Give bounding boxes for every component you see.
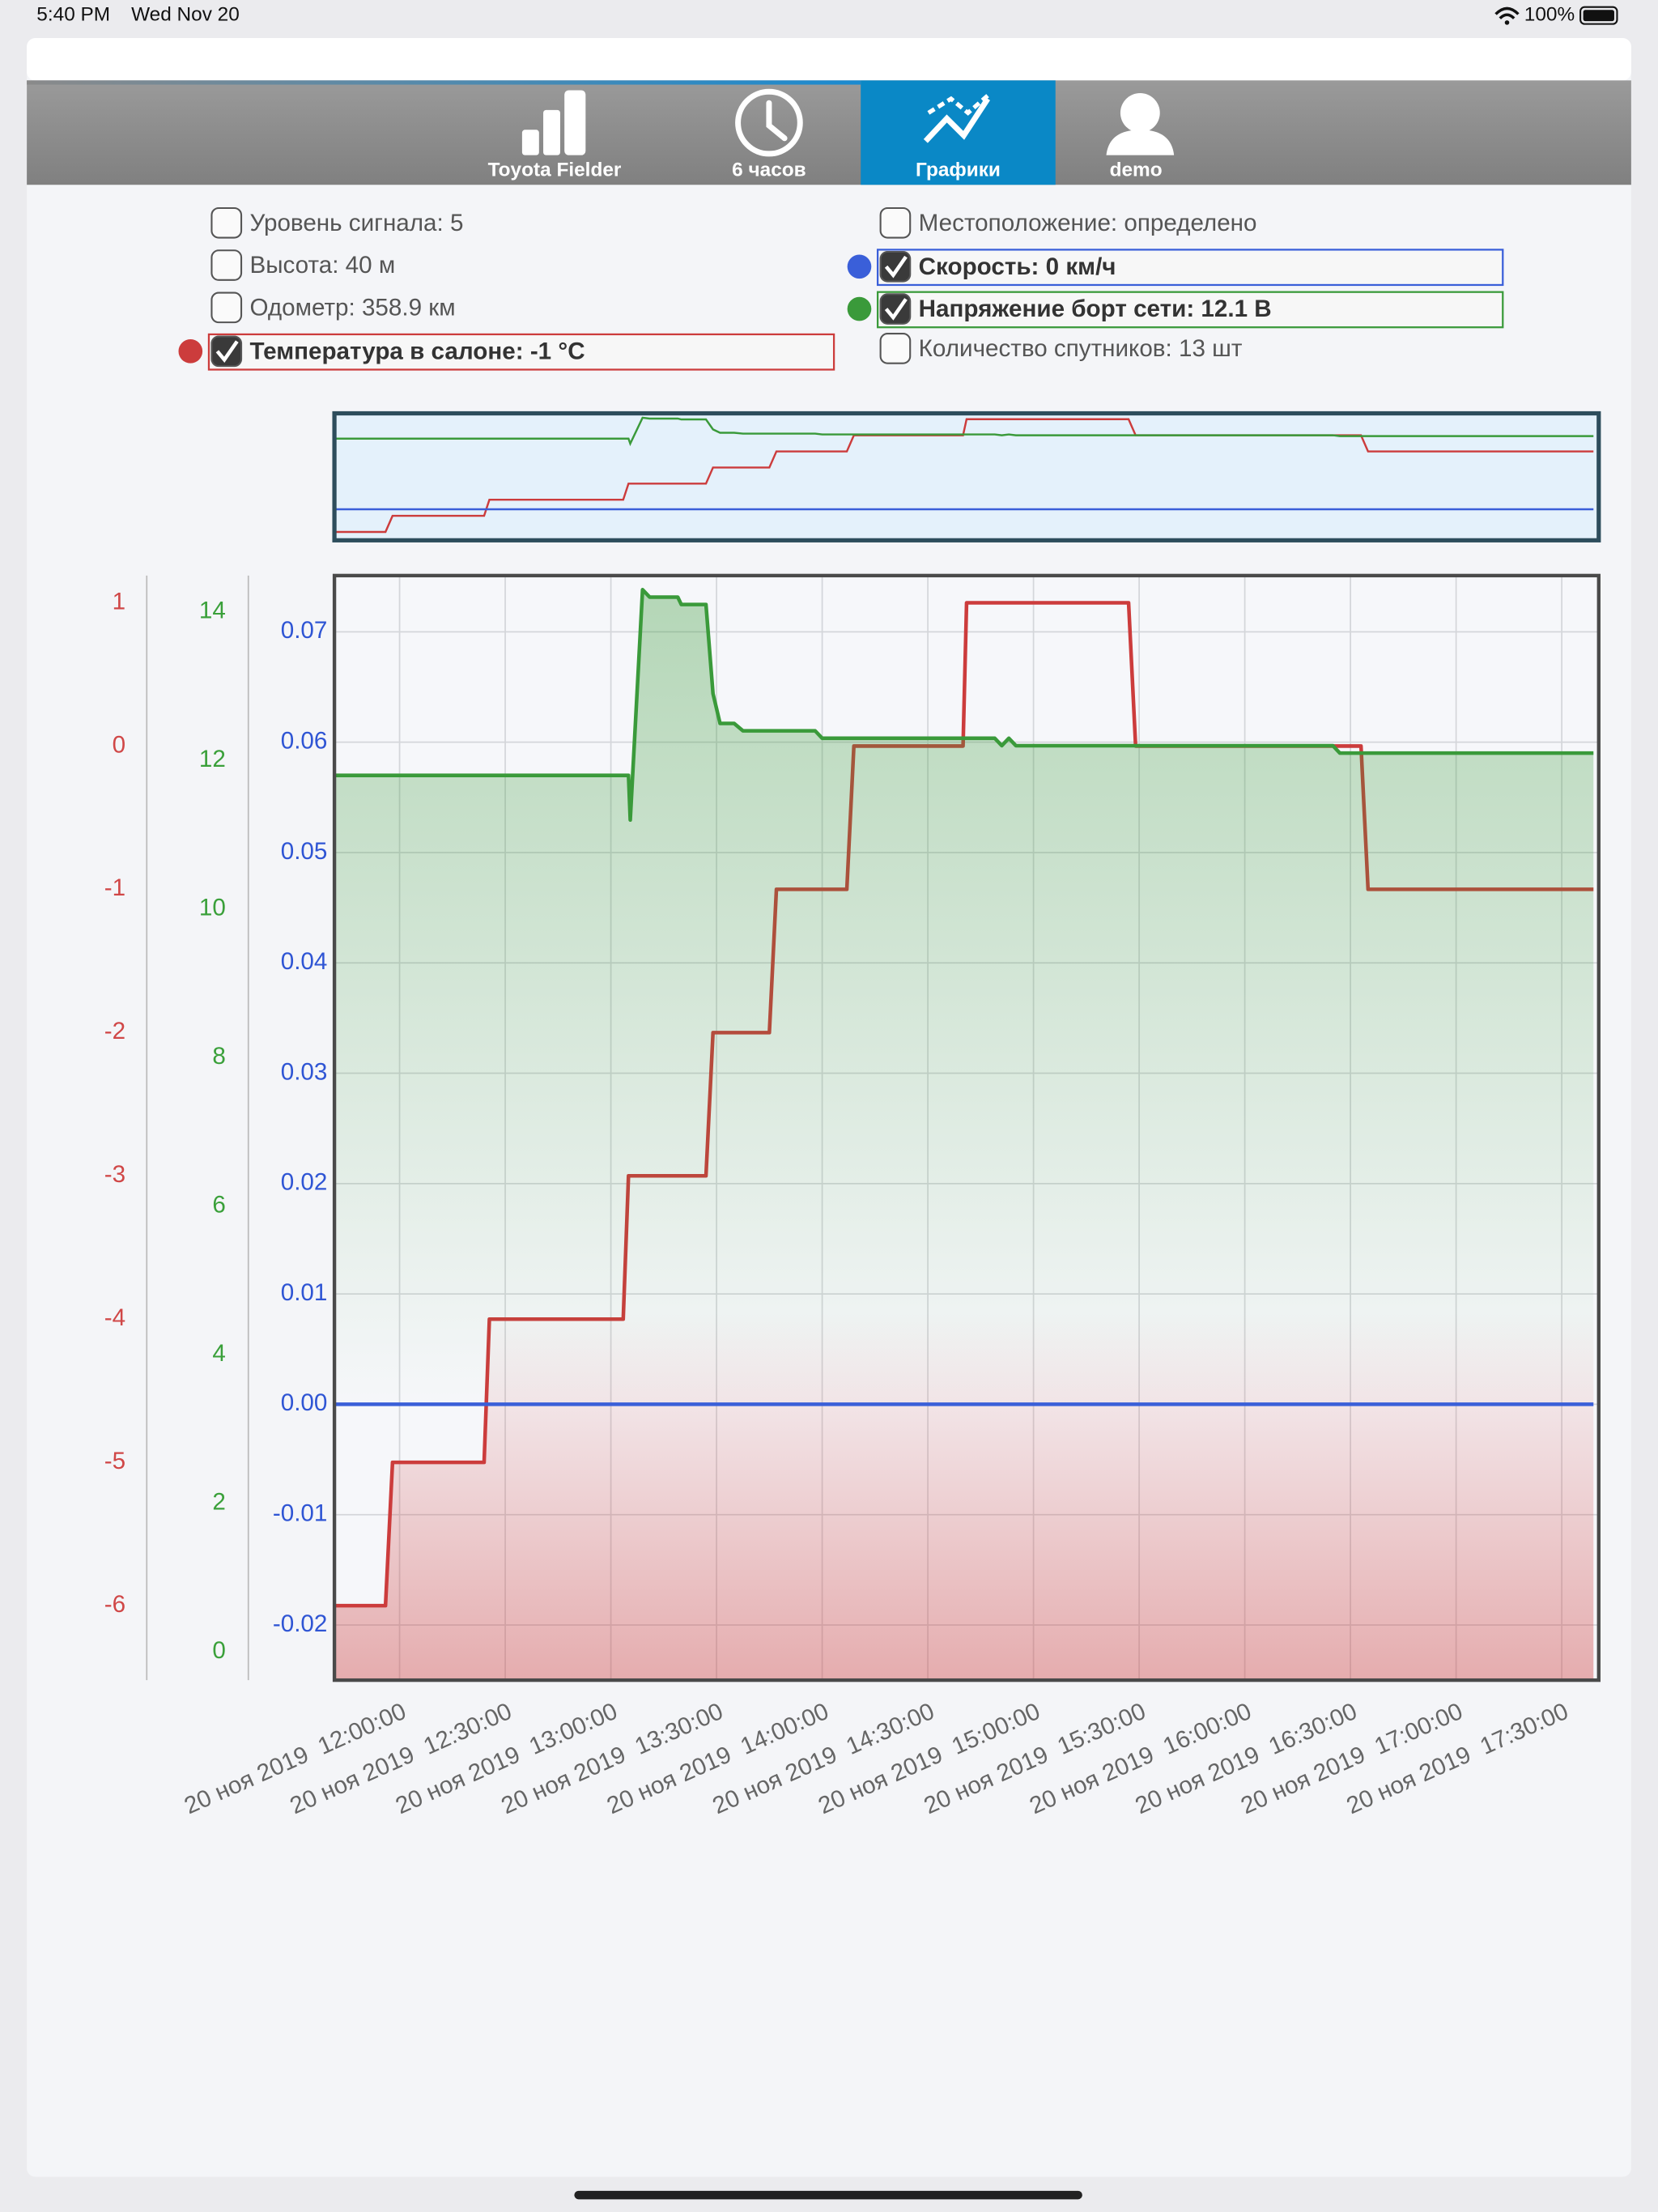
y3-tick-label: -4 [104,1304,125,1331]
tab-icon-charts [923,91,993,143]
y3-tick-label: 0 [113,731,125,758]
y-tick-label: -0.01 [273,1500,328,1527]
plot-area [334,588,1594,1681]
home-indicator [574,2190,1082,2200]
checkbox[interactable] [210,206,243,239]
y-tick-label: -0.02 [273,1610,328,1637]
y2-tick-label: 10 [199,895,226,921]
legend-frame [876,249,1504,287]
y-tick-label: 0.04 [281,948,328,975]
y-tick-label: 0.05 [281,838,328,865]
battery-icon [1579,6,1618,25]
legend-frame [207,333,835,371]
y2-tick-label: 4 [212,1340,225,1367]
navigator-line [334,418,1594,534]
checkbox[interactable] [210,335,243,368]
parameter-label[interactable]: Местоположение: определено [919,210,1257,236]
battery-fill [1583,10,1614,22]
legend-frame [876,291,1504,329]
legend-dot [847,254,872,279]
y-tick-label: 0.02 [281,1169,328,1196]
checkbox[interactable] [879,333,912,364]
tab-label[interactable]: 6 часов [732,159,806,181]
legend-entry[interactable]: Напряжение борт сети: 12.1 В [919,296,1272,322]
y3-tick-label: -2 [104,1018,125,1044]
status-date: Wed Nov 20 [131,4,240,26]
checkbox[interactable] [210,249,243,281]
legend-entry[interactable]: Температура в салоне: -1 °C [250,338,585,364]
tab-icon-car [521,90,586,155]
checkbox[interactable] [879,206,912,239]
checkbox[interactable] [879,293,912,325]
y2-tick-label: 6 [212,1192,225,1219]
y2-tick-label: 8 [212,1043,225,1070]
checkmark [884,298,908,321]
tab-icon-user [1106,92,1175,155]
y-tick-label: 0.01 [281,1279,328,1306]
y2-tick-label: 12 [199,746,226,772]
navigator-area [334,416,1594,534]
tab-bar [27,80,1631,185]
plot-frame [332,573,1601,1682]
tab-bar-highlight [27,80,861,85]
tab-label[interactable]: Графики [916,159,1001,181]
series-area [334,589,1594,1681]
tab-label[interactable]: demo [1110,159,1163,181]
parameter-label[interactable]: Одометр: 358.9 км [250,294,456,321]
status-time: 5:40 PM [36,4,110,26]
y3-tick-label: -3 [104,1161,125,1188]
navigator-background [334,413,1599,541]
y-tick-label: 0.06 [281,728,328,755]
checkbox[interactable] [210,291,243,324]
legend-dot [847,296,872,321]
wifi-dot [1504,20,1510,25]
y2-tick-label: 2 [212,1489,225,1516]
y2-tick-label: 14 [199,598,226,624]
parameter-label[interactable]: Уровень сигнала: 5 [250,210,464,236]
navigator-line [334,416,1594,447]
app-header [27,38,1631,81]
parameter-label[interactable]: Количество спутников: 13 шт [919,335,1243,362]
series-line [334,588,1594,822]
y3-tick-label: -1 [104,874,125,901]
tab-label[interactable]: Toyota Fielder [488,159,622,181]
tab-icon-clock [735,88,803,157]
navigator-frame[interactable] [332,410,1601,542]
y3-tick-label: 1 [113,588,125,615]
parameter-label[interactable]: Высота: 40 м [250,252,396,279]
y3-tick-label: -6 [104,1591,125,1618]
checkmark [884,255,908,279]
y-tick-label: 0.03 [281,1058,328,1085]
y-tick-label: 0.07 [281,617,328,644]
wifi-icon [1494,6,1520,19]
checkmark [215,340,239,364]
y-tick-label: 0.00 [281,1389,328,1416]
battery-level: 100% [1524,4,1575,26]
legend-entry[interactable]: Скорость: 0 км/ч [919,253,1116,280]
y3-tick-label: -5 [104,1448,125,1474]
checkbox[interactable] [879,250,912,283]
y2-tick-label: 0 [212,1637,225,1664]
legend-dot [178,339,203,364]
